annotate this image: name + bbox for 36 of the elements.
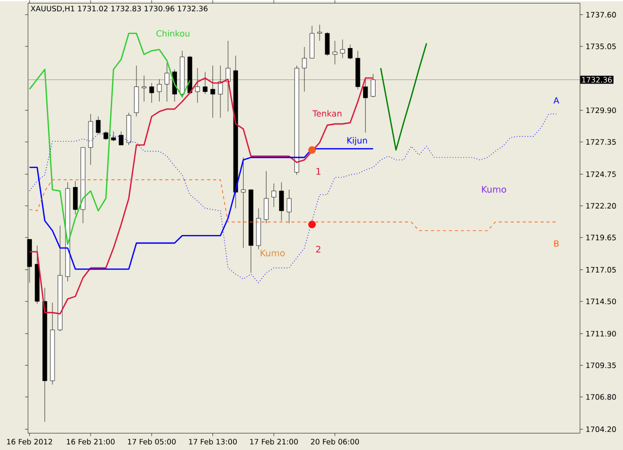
candlestick xyxy=(302,46,307,92)
candlestick xyxy=(279,182,284,221)
candlestick xyxy=(348,44,353,60)
text: B xyxy=(554,240,559,247)
candlestick xyxy=(317,24,322,41)
candlestick xyxy=(202,72,208,94)
line-series xyxy=(380,42,428,151)
candlestick xyxy=(240,157,246,248)
candlestick xyxy=(118,131,124,146)
candlestick xyxy=(264,170,269,224)
series-label: Kijun xyxy=(347,136,367,146)
candlestick xyxy=(340,39,345,58)
annotation: Kumo xyxy=(260,250,285,256)
annotation: 1 xyxy=(316,168,320,174)
candlestick xyxy=(156,78,162,102)
series-label: A xyxy=(553,97,560,104)
annotation: Kumo xyxy=(482,186,506,193)
series-label: Chinkou xyxy=(156,30,190,37)
candlestick xyxy=(332,40,338,64)
candlestick xyxy=(324,32,330,56)
candlestick xyxy=(370,74,376,98)
annotation: 2 xyxy=(316,246,320,252)
candlestick xyxy=(363,78,368,133)
candlestick xyxy=(111,131,116,142)
candlestick xyxy=(195,68,200,103)
candlestick xyxy=(142,75,146,102)
series-label: Tenkan xyxy=(312,110,342,117)
candlestick xyxy=(96,116,101,134)
candlestick xyxy=(226,40,230,112)
candlestick xyxy=(73,180,78,215)
candlestick xyxy=(149,82,154,103)
candlestick xyxy=(286,189,292,224)
candlestick xyxy=(272,183,276,208)
candlestick xyxy=(164,62,170,102)
candlestick xyxy=(210,65,216,118)
candlestick xyxy=(218,65,223,118)
